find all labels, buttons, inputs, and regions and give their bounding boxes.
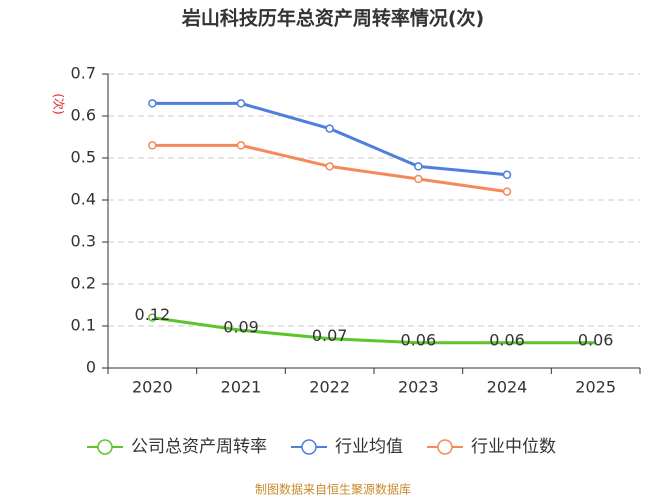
y-tick-label: 0.6 xyxy=(71,106,96,125)
series-line xyxy=(152,316,596,345)
x-tick-label: 2023 xyxy=(398,378,439,397)
point xyxy=(502,170,512,180)
y-tick-label: 0.1 xyxy=(71,316,96,335)
x-tick-label: 2025 xyxy=(575,378,616,397)
legend-marker xyxy=(437,439,453,455)
y-tick-label: 0.5 xyxy=(71,148,96,167)
legend-label: 公司总资产周转率 xyxy=(131,437,267,457)
y-tick-label: 0.2 xyxy=(71,274,96,293)
point xyxy=(414,162,423,171)
y-tick-label: 0.3 xyxy=(71,232,96,251)
x-tick-label: 2022 xyxy=(309,378,350,397)
source-note: 制图数据来自恒生聚源数据库 xyxy=(255,482,411,497)
legend-marker xyxy=(301,439,317,455)
x-tick-label: 2021 xyxy=(221,378,262,397)
point xyxy=(502,187,512,196)
data-label: 0.06 xyxy=(401,330,437,349)
chart-title: 岩山科技历年总资产周转率情况(次) xyxy=(181,7,484,30)
y-tick-label: 0.4 xyxy=(71,190,96,209)
point xyxy=(325,162,334,171)
point xyxy=(325,124,334,133)
x-tick-label: 2024 xyxy=(487,378,528,397)
point xyxy=(148,313,157,322)
data-label: 0.06 xyxy=(578,330,614,349)
y-axis-label: (次) xyxy=(52,93,66,114)
y-tick-label: 0.7 xyxy=(71,64,96,83)
point xyxy=(148,141,157,150)
legend-label: 行业中位数 xyxy=(471,437,556,457)
legend-label: 行业均值 xyxy=(335,437,403,457)
point xyxy=(236,141,246,150)
x-tick-label: 2020 xyxy=(132,378,173,397)
point xyxy=(236,99,246,108)
data-label: 0.12 xyxy=(135,305,171,324)
legend-marker xyxy=(97,439,113,455)
data-label: 0.06 xyxy=(489,330,525,349)
y-tick-label: 0 xyxy=(86,358,96,377)
data-label: 0.07 xyxy=(312,326,348,345)
point xyxy=(148,99,157,108)
data-label: 0.09 xyxy=(223,318,259,337)
point xyxy=(414,174,423,184)
